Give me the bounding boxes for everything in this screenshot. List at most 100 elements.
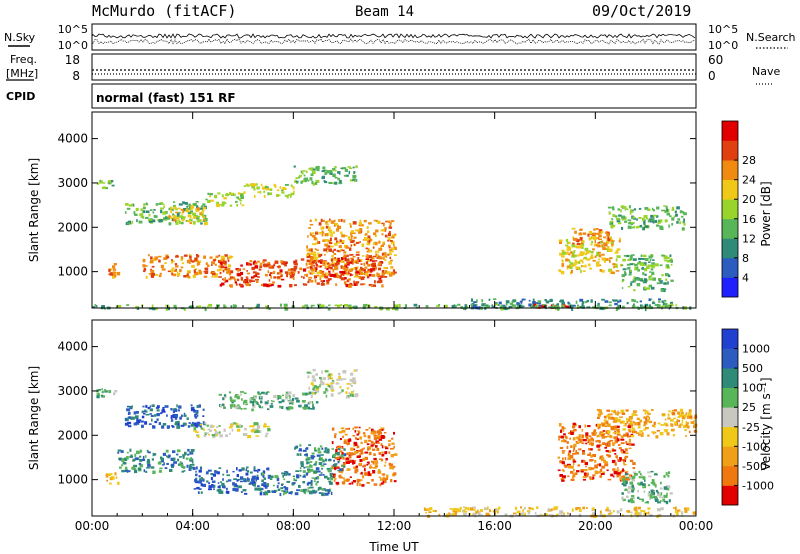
power-echo-cell [637,269,640,272]
velocity-echo-cell [257,468,261,472]
velocity-echo-cell [616,455,618,459]
velocity-echo-cell [562,429,565,432]
power-echo-cell [618,255,621,258]
power-echo-cell [162,203,165,206]
velocity-echo-cell [310,394,313,398]
velocity-echo-cell [161,457,164,461]
velocity-echo-cell [227,479,232,482]
power-echo-cell [618,218,620,221]
power-colorbar-swatch [722,140,738,161]
power-echo-cell [101,305,103,309]
power-echo-cell [511,304,515,307]
power-echo-cell [131,220,134,224]
power-echo-cell [646,266,650,269]
power-echo-cell [605,258,609,261]
velocity-echo-cell [621,412,626,415]
velocity-echo-cell [646,410,649,414]
power-echo-cell [571,269,573,273]
velocity-echo-cell [285,473,289,475]
power-echo-cell [306,245,308,249]
power-echo-cell [270,275,272,279]
power-echo-cell [314,232,319,235]
power-echo-cell [590,299,593,303]
power-echo-cell [194,215,196,217]
power-echo-cell [320,253,323,256]
power-echo-cell [290,192,294,196]
power-echo-cell [629,211,632,215]
velocity-echo-cell [225,434,229,437]
power-echo-cell [112,275,115,279]
power-echo-cell [353,243,356,246]
velocity-echo-cell [303,406,307,410]
power-echo-cell [653,214,657,217]
power-echo-cell [626,263,631,266]
power-echo-cell [334,272,338,275]
power-echo-cell [260,183,263,187]
velocity-echo-cell [185,457,189,460]
velocity-echo-cell [685,412,688,416]
y-tick-label: 2000 [57,220,88,234]
power-echo-cell [601,245,605,248]
velocity-echo-cell [381,429,384,431]
velocity-echo-cell [671,412,676,416]
power-echo-cell [342,265,346,270]
power-echo-cell [561,270,565,275]
power-echo-cell [658,278,661,282]
power-echo-cell [314,268,317,272]
colorbar-tick-label: 16 [742,213,756,226]
velocity-echo-cell [333,474,336,478]
velocity-echo-cell [317,447,321,451]
power-echo-cell [179,220,182,224]
power-echo-cell [262,259,267,262]
freq-label-2: [MHz] [6,67,38,80]
velocity-echo-cell [263,482,267,485]
power-echo-cell [565,238,569,242]
velocity-echo-cell [291,400,294,404]
power-echo-cell [389,224,392,228]
power-echo-cell [256,183,258,186]
power-echo-cell [314,279,317,283]
velocity-echo-cell [350,452,354,456]
power-echo-cell [457,303,461,306]
velocity-echo-cell [572,422,576,426]
power-echo-cell [229,192,234,195]
velocity-echo-cell [463,513,467,516]
power-echo-cell [182,216,186,219]
power-echo-cell [646,287,650,290]
velocity-echo-cell [296,474,300,478]
velocity-echo-cell [283,492,285,496]
power-echo-cell [572,237,577,241]
velocity-echo-cell [577,507,581,510]
power-echo-cell [628,221,632,225]
power-echo-cell [314,248,317,250]
velocity-echo-cell [652,424,655,427]
power-echo-cell [390,220,395,222]
velocity-echo-cell [263,424,266,428]
velocity-echo-cell [628,442,632,446]
power-echo-cell [102,305,105,309]
power-echo-cell [304,274,308,276]
power-echo-cell [358,275,362,279]
velocity-echo-cell [307,392,311,395]
power-echo-cell [662,288,665,290]
power-echo-cell [628,205,631,209]
power-echo-cell [351,267,355,270]
power-echo-cell [337,260,341,262]
velocity-echo-cell [681,423,683,426]
velocity-echo-cell [341,481,346,485]
velocity-echo-cell [146,460,151,464]
velocity-echo-cell [169,468,173,472]
velocity-echo-cell [254,487,259,491]
power-echo-cell [367,268,371,273]
velocity-echo-cell [394,453,398,456]
power-echo-cell [195,254,198,256]
velocity-echo-cell [225,490,230,494]
velocity-echo-cell [310,372,313,375]
velocity-echo-cell [616,437,619,440]
power-echo-cell [572,304,576,307]
velocity-echo-cell [186,417,189,420]
power-echo-cell [636,218,638,221]
velocity-echo-cell [563,512,565,516]
power-echo-cell [366,256,370,259]
power-echo-cell [538,304,542,308]
